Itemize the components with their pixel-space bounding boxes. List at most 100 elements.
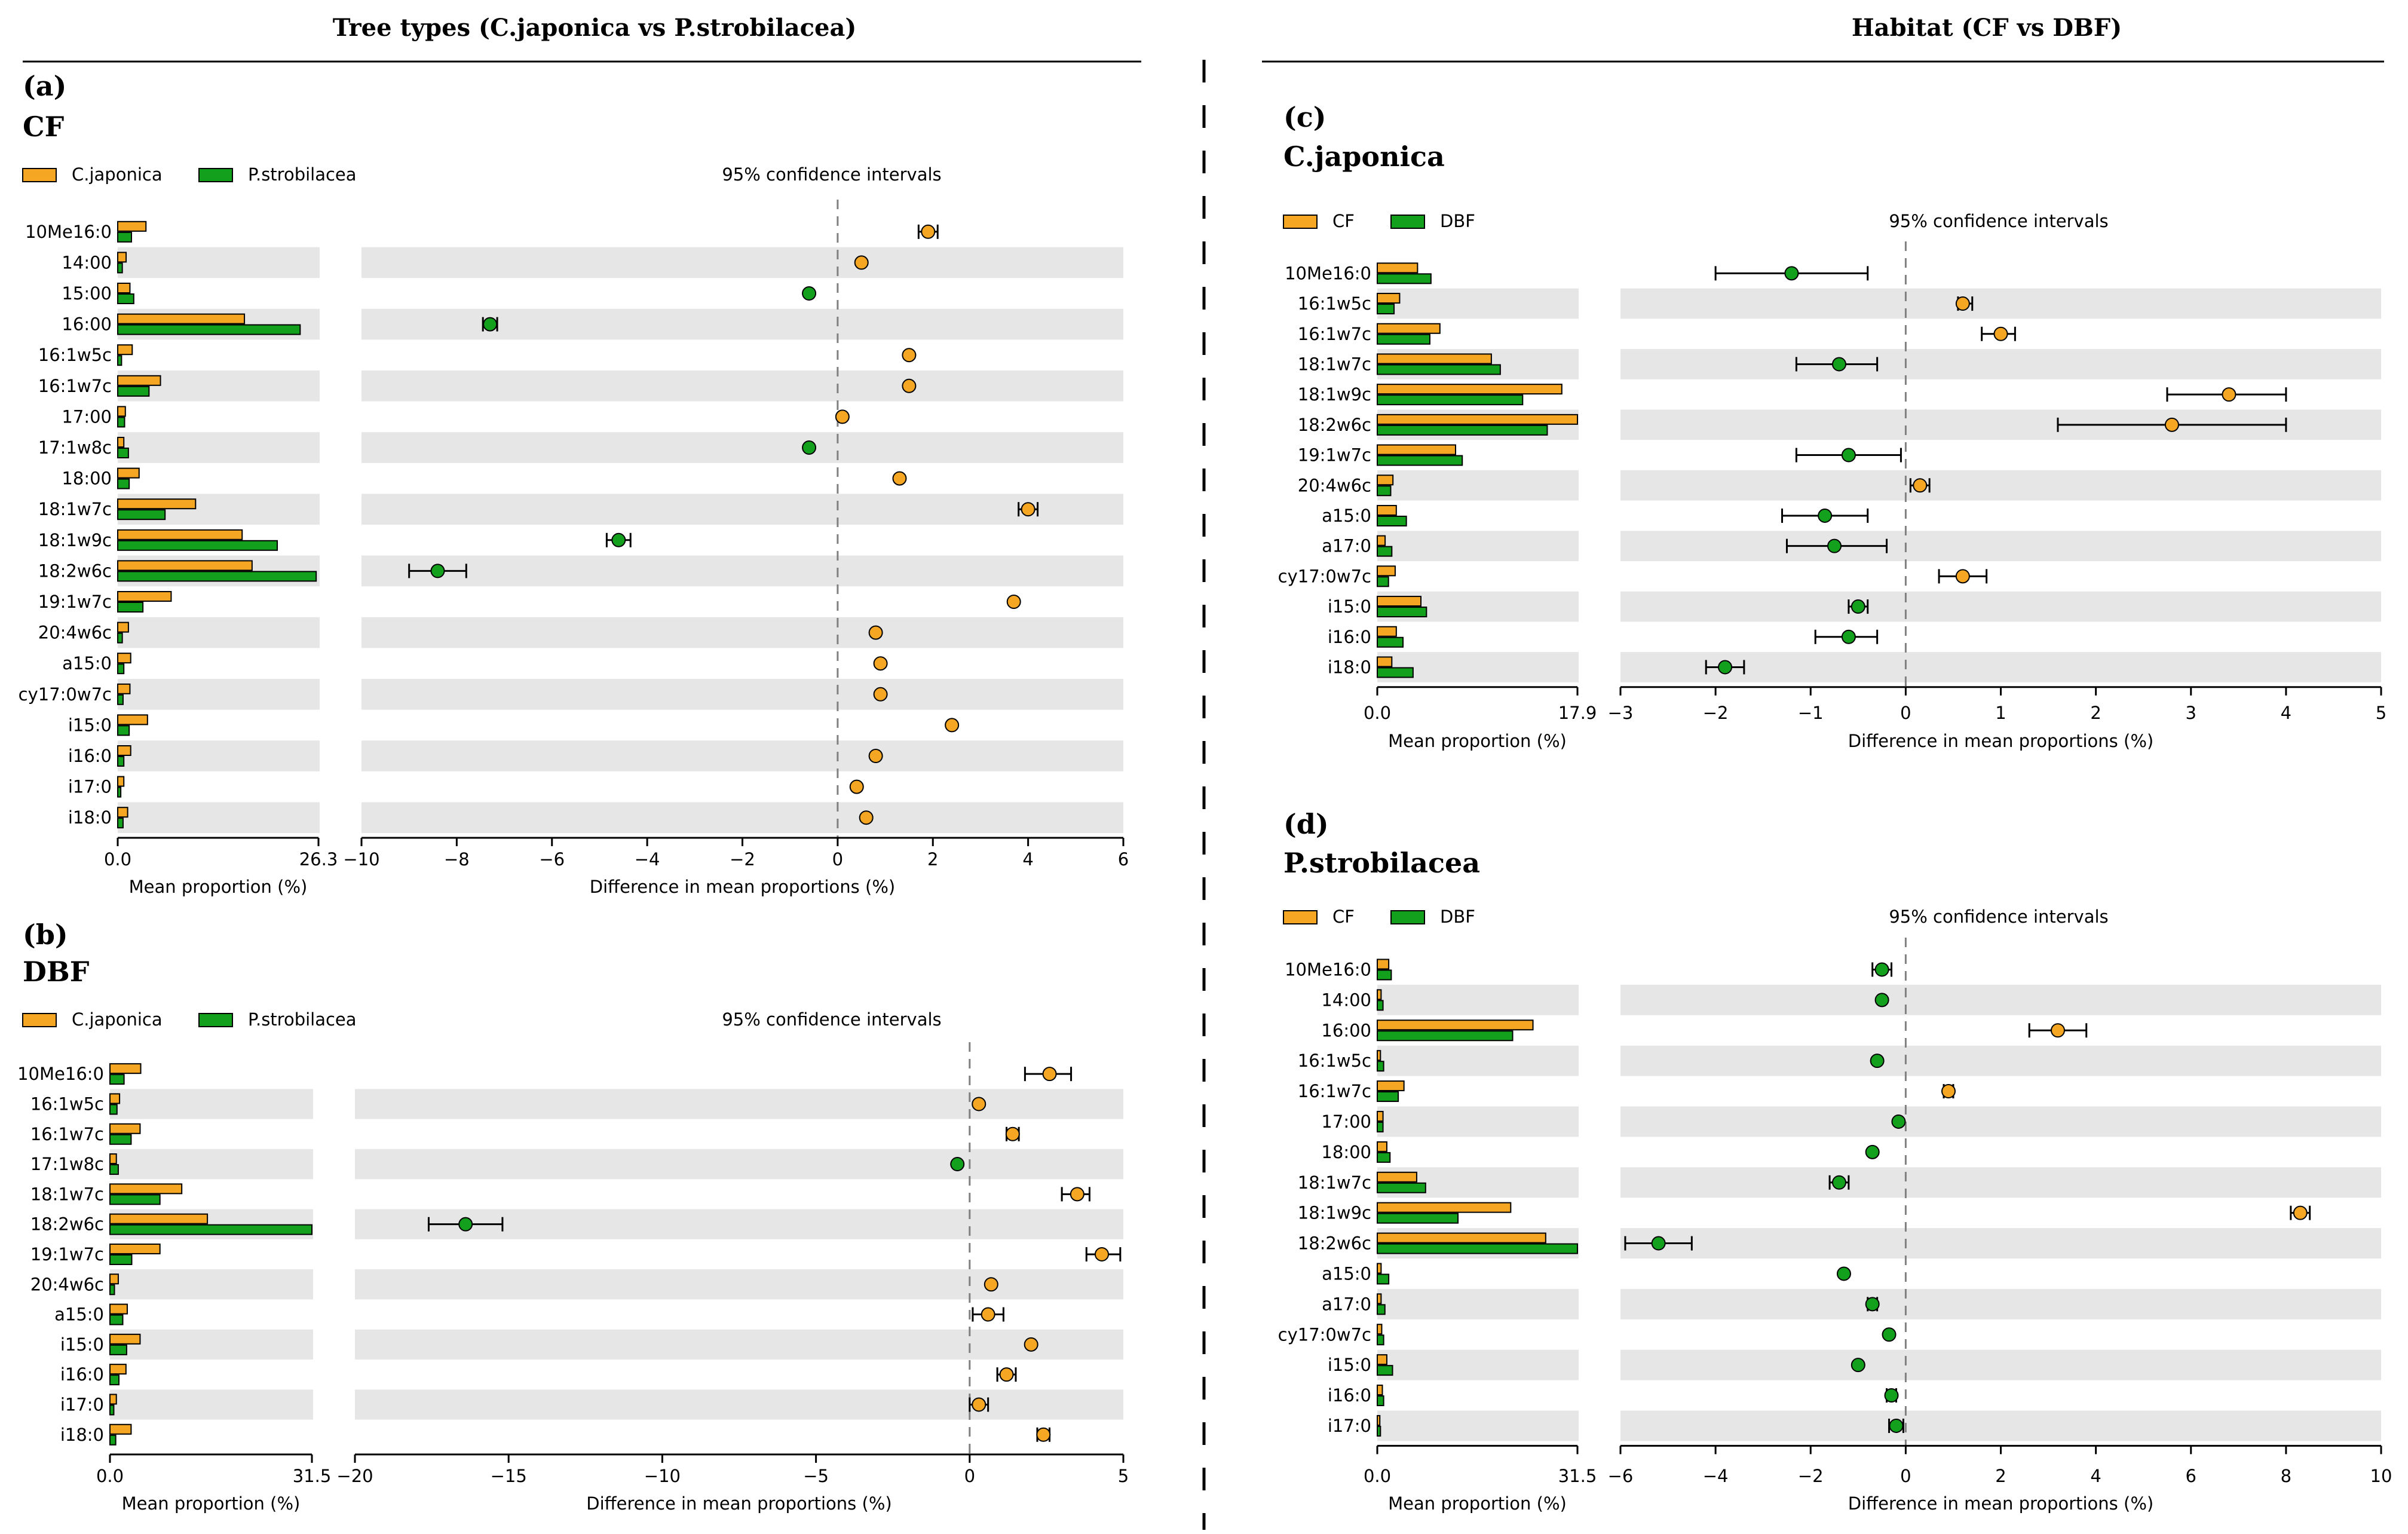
category-label: 18:00 bbox=[62, 469, 112, 489]
diff-point bbox=[1831, 357, 1846, 372]
diff-row-stripe bbox=[1620, 531, 2381, 561]
legend-swatch-group2 bbox=[1390, 215, 1425, 229]
bar-group2 bbox=[117, 602, 144, 613]
category-label: 16:00 bbox=[1321, 1020, 1371, 1040]
bar-x-axis-title: Mean proportion (%) bbox=[1388, 731, 1567, 751]
bar-group1 bbox=[1377, 323, 1441, 334]
legend-label-group1: CF bbox=[1332, 211, 1355, 231]
diff-point bbox=[1841, 448, 1856, 463]
bar-group2 bbox=[109, 1404, 115, 1416]
diff-point bbox=[1874, 993, 1889, 1008]
category-label: 17:1w8c bbox=[38, 437, 112, 458]
category-label: 17:00 bbox=[1321, 1112, 1371, 1132]
diff-x-tick-label: 1 bbox=[1995, 703, 2006, 723]
bar-row-stripe bbox=[1377, 1288, 1579, 1319]
bar-group1 bbox=[1377, 262, 1419, 274]
diff-x-tick-label: −6 bbox=[539, 849, 565, 869]
diff-row-stripe bbox=[1620, 1349, 2381, 1380]
bar-group2 bbox=[1377, 1365, 1393, 1376]
bar-group1 bbox=[1377, 384, 1563, 395]
bar-group1 bbox=[1377, 1019, 1534, 1031]
bar-group1 bbox=[109, 1063, 142, 1074]
diff-x-tick-label: −2 bbox=[730, 849, 755, 869]
panel-label: (a) bbox=[23, 70, 66, 102]
bar-group1 bbox=[1377, 1232, 1546, 1244]
category-label: 10Me16:0 bbox=[1285, 959, 1371, 979]
diff-point bbox=[972, 1097, 987, 1112]
bar-group1 bbox=[117, 621, 129, 633]
bar-x-tick-label: 0.0 bbox=[96, 1466, 124, 1486]
bar-group2 bbox=[1377, 576, 1389, 587]
bar-group1 bbox=[1377, 1414, 1381, 1426]
bar-group1 bbox=[109, 1183, 183, 1195]
diff-x-tick-label: −10 bbox=[343, 849, 379, 869]
bar-group2 bbox=[1377, 424, 1548, 436]
category-label: 18:2w6c bbox=[1298, 415, 1371, 435]
category-label: i15:0 bbox=[1328, 1355, 1371, 1375]
bar-group1 bbox=[1377, 1202, 1512, 1213]
diff-point bbox=[1851, 1358, 1865, 1373]
diff-x-tick-label: 2 bbox=[927, 849, 938, 869]
panel-subtitle: DBF bbox=[23, 956, 90, 988]
ci-label: 95% confidence intervals bbox=[1889, 211, 2108, 231]
diff-point bbox=[1021, 502, 1035, 517]
legend-label-group1: C.japonica bbox=[72, 164, 163, 185]
diff-row-stripe bbox=[361, 740, 1123, 771]
bar-group2 bbox=[117, 540, 278, 551]
bar-x-tick-label: 0.0 bbox=[104, 849, 131, 869]
bar-group2 bbox=[117, 448, 129, 458]
ci-label: 95% confidence intervals bbox=[1889, 907, 2108, 927]
bar-group2 bbox=[109, 1284, 115, 1296]
diff-point bbox=[1889, 1418, 1904, 1433]
bar-group1 bbox=[117, 807, 128, 818]
diff-x-tick-label: 4 bbox=[2090, 1466, 2101, 1486]
bar-group2 bbox=[109, 1224, 313, 1235]
diff-point bbox=[1955, 296, 1970, 311]
diff-point bbox=[984, 1277, 998, 1292]
bar-group1 bbox=[117, 283, 131, 293]
bar-x-axis-title: Mean proportion (%) bbox=[1388, 1493, 1567, 1514]
category-label: 16:00 bbox=[62, 314, 112, 335]
bar-row-stripe bbox=[118, 679, 320, 710]
category-label: 16:1w7c bbox=[1298, 1081, 1371, 1101]
bar-group1 bbox=[1377, 565, 1396, 577]
bar-group1 bbox=[109, 1153, 117, 1165]
left-column-title: Tree types (C.japonica vs P.strobilacea) bbox=[333, 14, 857, 42]
legend-swatch-group1 bbox=[1283, 215, 1318, 229]
bar-row-stripe bbox=[118, 617, 320, 648]
category-label: i16:0 bbox=[68, 746, 112, 766]
category-label: cy17:0w7c bbox=[19, 684, 112, 705]
category-label: 16:1w7c bbox=[38, 376, 112, 396]
bar-row-stripe bbox=[1377, 1106, 1579, 1137]
bar-group1 bbox=[117, 313, 246, 324]
bar-group1 bbox=[1377, 1080, 1405, 1092]
bar-group1 bbox=[109, 1394, 117, 1405]
bar-group1 bbox=[117, 344, 133, 356]
category-label: i16:0 bbox=[1328, 1385, 1371, 1406]
diff-point bbox=[1870, 1054, 1885, 1068]
diff-x-tick-label: 5 bbox=[2376, 703, 2386, 723]
diff-x-tick-label: −3 bbox=[1608, 703, 1634, 723]
bar-group2 bbox=[109, 1194, 161, 1205]
bar-group1 bbox=[1377, 1050, 1381, 1061]
bar-group1 bbox=[1377, 1354, 1387, 1365]
bar-group2 bbox=[117, 478, 130, 489]
diff-row-stripe bbox=[361, 555, 1123, 587]
bar-group2 bbox=[117, 385, 150, 397]
panel-subtitle: CF bbox=[23, 111, 65, 143]
bar-group2 bbox=[1377, 667, 1414, 678]
diff-x-tick-label: −8 bbox=[444, 849, 470, 869]
bar-group2 bbox=[117, 324, 301, 335]
diff-point bbox=[1865, 1297, 1880, 1312]
diff-point bbox=[1005, 1126, 1020, 1141]
bar-group1 bbox=[1377, 444, 1457, 455]
bar-row-stripe bbox=[110, 1149, 313, 1180]
bar-group2 bbox=[117, 417, 125, 428]
diff-point bbox=[873, 656, 888, 671]
diff-point bbox=[835, 409, 850, 424]
bar-group1 bbox=[117, 560, 253, 571]
diff-row-stripe bbox=[361, 494, 1123, 525]
diff-x-axis-title: Difference in mean proportions (%) bbox=[1848, 1493, 2153, 1514]
diff-x-tick-label: 4 bbox=[2281, 703, 2291, 723]
bar-x-tick-label: 26.3 bbox=[299, 849, 338, 869]
